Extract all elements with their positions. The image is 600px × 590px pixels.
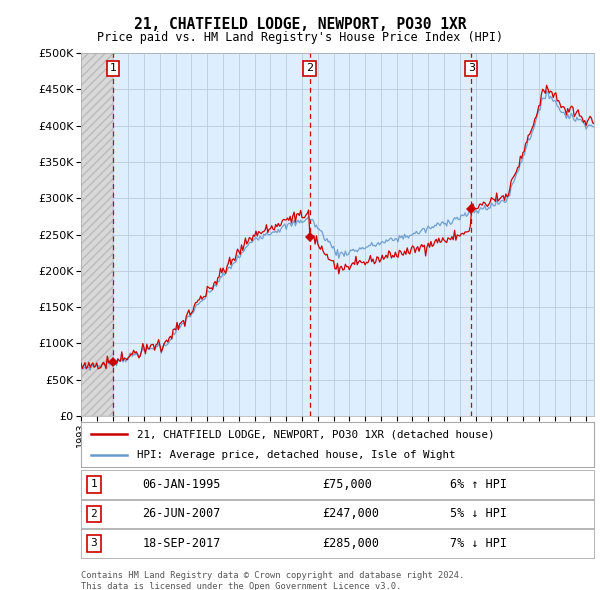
Text: 6% ↑ HPI: 6% ↑ HPI [451, 478, 508, 491]
Text: 21, CHATFIELD LODGE, NEWPORT, PO30 1XR (detached house): 21, CHATFIELD LODGE, NEWPORT, PO30 1XR (… [137, 429, 495, 439]
Text: 06-JAN-1995: 06-JAN-1995 [143, 478, 221, 491]
Text: This data is licensed under the Open Government Licence v3.0.: This data is licensed under the Open Gov… [81, 582, 401, 590]
Text: 5% ↓ HPI: 5% ↓ HPI [451, 507, 508, 520]
Text: 1: 1 [91, 480, 97, 489]
Text: £75,000: £75,000 [322, 478, 372, 491]
Text: Contains HM Land Registry data © Crown copyright and database right 2024.: Contains HM Land Registry data © Crown c… [81, 571, 464, 580]
Text: £247,000: £247,000 [322, 507, 379, 520]
Text: 2: 2 [306, 63, 313, 73]
Text: 26-JUN-2007: 26-JUN-2007 [143, 507, 221, 520]
Text: 7% ↓ HPI: 7% ↓ HPI [451, 537, 508, 550]
Text: 1: 1 [110, 63, 117, 73]
Text: Price paid vs. HM Land Registry's House Price Index (HPI): Price paid vs. HM Land Registry's House … [97, 31, 503, 44]
Text: £285,000: £285,000 [322, 537, 379, 550]
Text: 3: 3 [91, 539, 97, 548]
Text: 2: 2 [91, 509, 97, 519]
Text: 3: 3 [467, 63, 475, 73]
Bar [81, 53, 113, 416]
Text: HPI: Average price, detached house, Isle of Wight: HPI: Average price, detached house, Isle… [137, 450, 456, 460]
Text: 18-SEP-2017: 18-SEP-2017 [143, 537, 221, 550]
Text: 21, CHATFIELD LODGE, NEWPORT, PO30 1XR: 21, CHATFIELD LODGE, NEWPORT, PO30 1XR [134, 17, 466, 31]
